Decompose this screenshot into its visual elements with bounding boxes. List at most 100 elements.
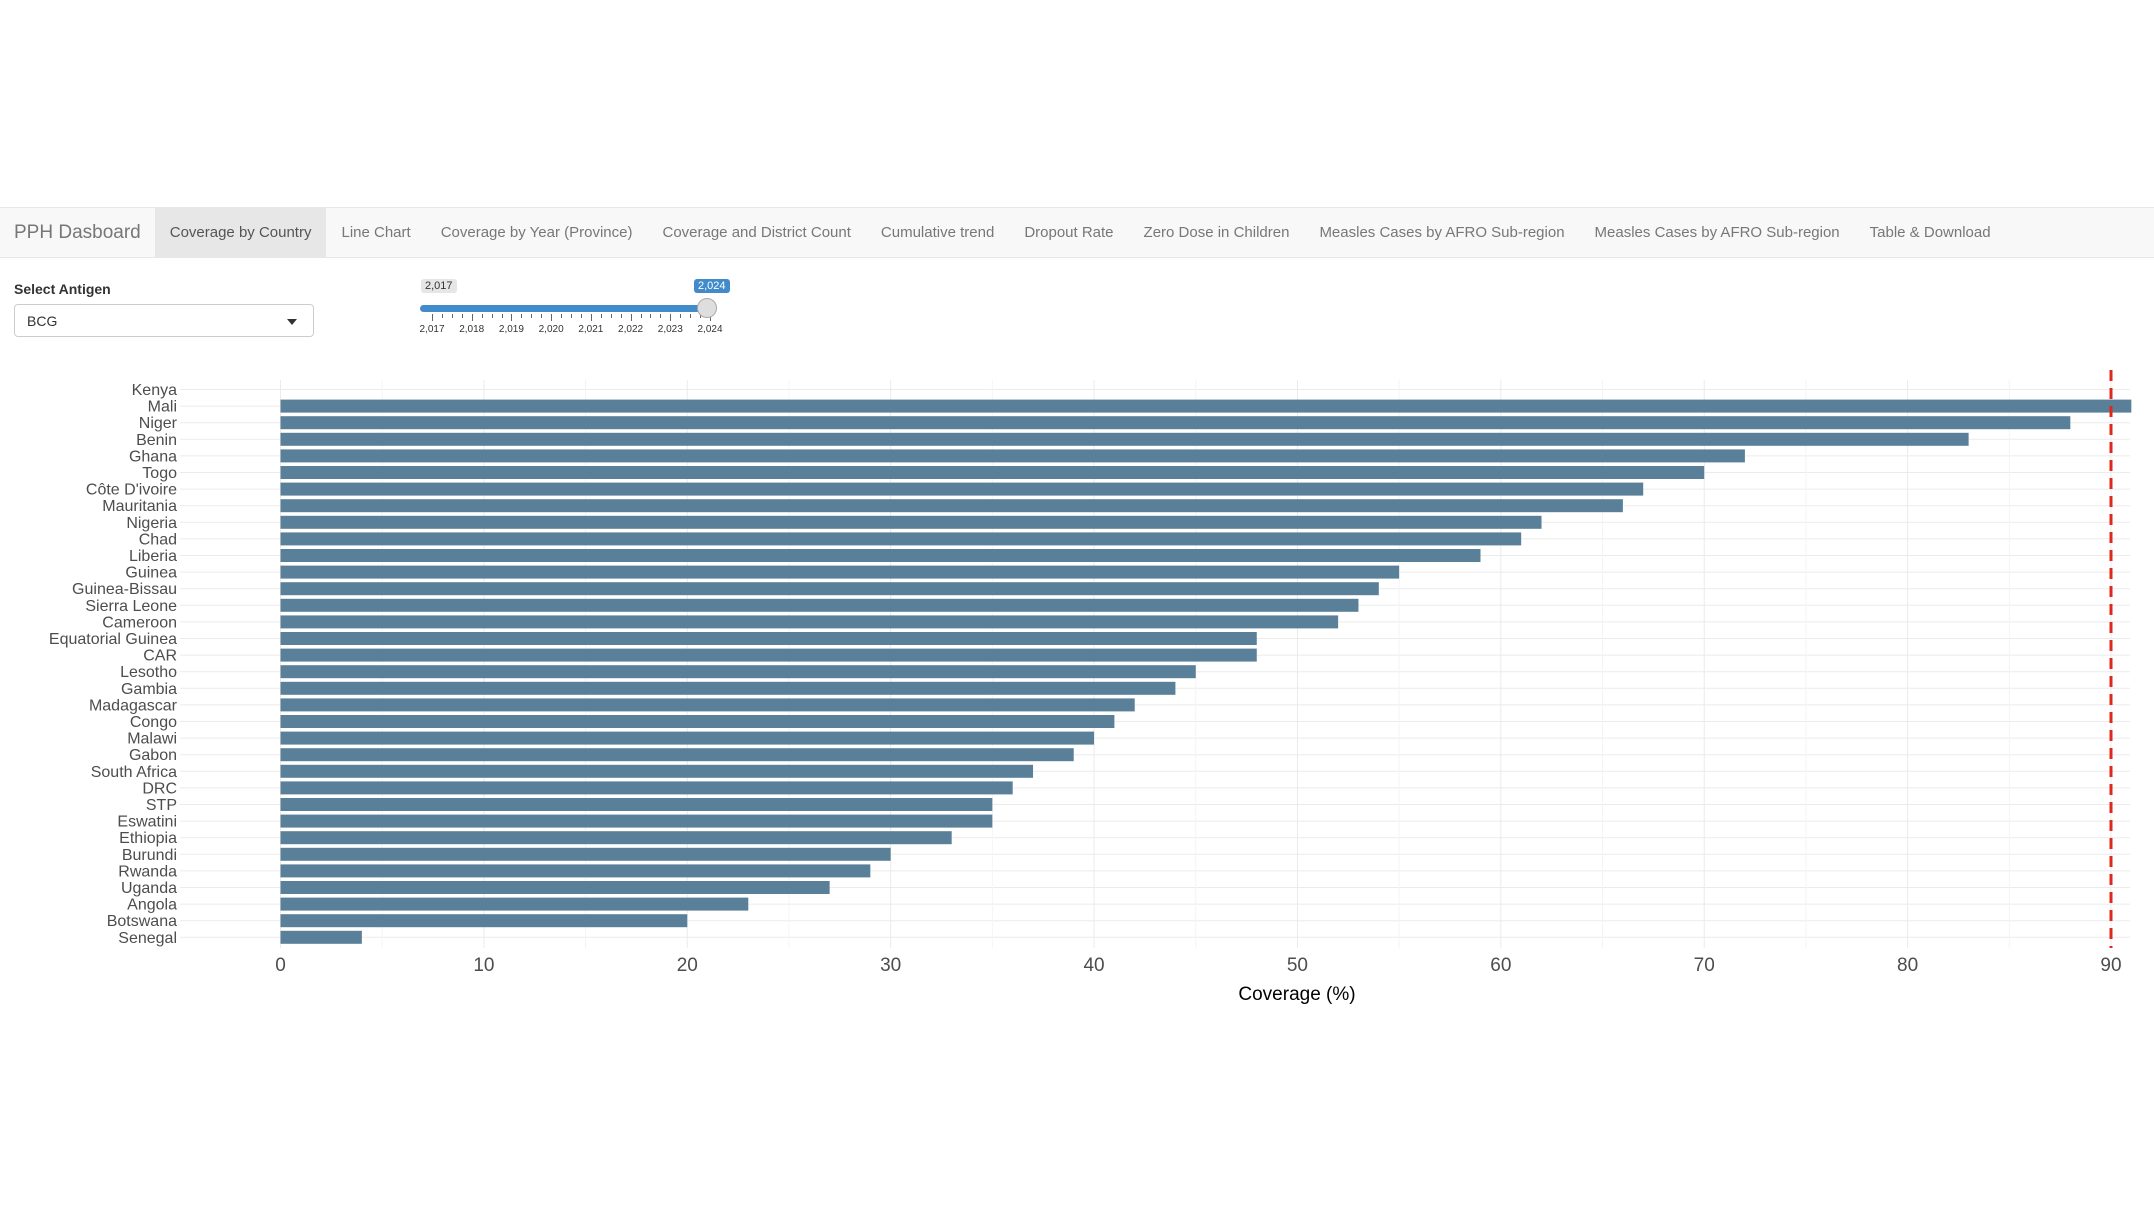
- bar: [280, 615, 1339, 629]
- category-label: Congo: [130, 714, 177, 731]
- bar: [280, 798, 993, 811]
- antigen-select[interactable]: BCG: [14, 304, 314, 337]
- x-tick-label: 20: [677, 955, 698, 976]
- bar: [280, 781, 1013, 795]
- category-label: Cameroon: [102, 614, 177, 631]
- bar: [280, 565, 1400, 579]
- x-tick-label: 0: [275, 955, 286, 976]
- x-tick-label: 70: [1694, 955, 1715, 976]
- bar: [280, 864, 871, 878]
- category-label: Botswana: [107, 913, 177, 930]
- slider-major-tick: [590, 314, 592, 321]
- navbar-brand[interactable]: PPH Dasboard: [14, 221, 141, 243]
- category-label: STP: [146, 797, 177, 814]
- slider-major-tick: [551, 314, 553, 321]
- category-label: Gabon: [129, 747, 177, 764]
- slider-minor-tick: [531, 314, 533, 318]
- tab-coverage-and-district-count[interactable]: Coverage and District Count: [662, 224, 851, 241]
- slider-minor-tick: [521, 314, 523, 318]
- slider-minor-tick: [680, 314, 682, 318]
- category-label: Mali: [148, 399, 177, 416]
- tab-cumulative-trend[interactable]: Cumulative trend: [880, 224, 995, 241]
- tab-measles-cases-afro-1[interactable]: Measles Cases by AFRO Sub-region: [1319, 224, 1565, 241]
- bar: [280, 482, 1644, 496]
- category-label: Mauritania: [102, 498, 177, 515]
- year-range-slider[interactable]: 2,017 2,024 2,017 2,018 2,019 2,020 2,021 2,0…: [419, 278, 730, 338]
- x-tick-label: 90: [2100, 955, 2121, 976]
- bar: [280, 416, 2071, 430]
- x-tick-label: 40: [1083, 955, 1104, 976]
- bar: [280, 897, 749, 911]
- slider-major-tick: [630, 314, 632, 321]
- slider-tick-label: 2,023: [657, 324, 683, 335]
- category-label: Malawi: [127, 731, 177, 748]
- slider-minor-tick: [640, 314, 642, 318]
- slider-minor-tick: [620, 314, 622, 318]
- slider-minor-tick: [481, 314, 483, 318]
- tab-line-chart[interactable]: Line Chart: [341, 224, 411, 241]
- slider-minor-tick: [600, 314, 602, 318]
- slider-minor-tick: [541, 314, 543, 318]
- slider-tick-label: 2,017: [419, 324, 445, 335]
- slider-min-label: 2,017: [421, 279, 457, 293]
- category-label: Nigeria: [126, 515, 177, 532]
- tab-coverage-by-year-province[interactable]: Coverage by Year (Province): [440, 224, 633, 241]
- bar: [280, 930, 362, 944]
- category-label: DRC: [142, 780, 177, 797]
- slider-minor-tick: [610, 314, 612, 318]
- slider-minor-tick: [441, 314, 443, 318]
- category-label: Lesotho: [120, 664, 177, 681]
- bar: [280, 814, 993, 828]
- x-tick-label: 50: [1287, 955, 1308, 976]
- category-label: Benin: [136, 432, 177, 449]
- bar: [280, 466, 1705, 479]
- bar: [280, 632, 1257, 645]
- bar: [280, 499, 1623, 513]
- slider-tick-label: 2,020: [538, 324, 564, 335]
- x-tick-label: 80: [1897, 955, 1918, 976]
- slider-tick-label: 2,021: [578, 324, 604, 335]
- tab-zero-dose-in-children[interactable]: Zero Dose in Children: [1143, 224, 1290, 241]
- bar: [280, 681, 1176, 695]
- category-label: Niger: [139, 415, 178, 432]
- category-label: Guinea: [125, 565, 177, 582]
- x-tick-label: 30: [880, 955, 901, 976]
- slider-major-tick: [511, 314, 513, 321]
- category-label: Gambia: [121, 681, 177, 698]
- category-label: CAR: [143, 648, 177, 665]
- category-label: Eswatini: [117, 814, 177, 831]
- bar: [280, 515, 1542, 529]
- category-label: Equatorial Guinea: [49, 631, 177, 648]
- bar: [280, 847, 891, 861]
- slider-minor-tick: [580, 314, 582, 318]
- slider-major-tick: [710, 314, 711, 321]
- bar: [280, 764, 1034, 778]
- chevron-down-icon: [287, 319, 297, 325]
- category-label: Sierra Leone: [85, 598, 177, 615]
- tab-coverage-by-country[interactable]: Coverage by Country: [154, 208, 327, 257]
- top-navbar: PPH Dasboard Coverage by Country Line Ch…: [0, 207, 2154, 258]
- tab-dropout-rate[interactable]: Dropout Rate: [1024, 224, 1114, 241]
- slider-handle[interactable]: [697, 298, 717, 318]
- category-label: Liberia: [129, 548, 177, 565]
- antigen-select-value: BCG: [27, 312, 58, 329]
- slider-tick-label: 2,018: [459, 324, 485, 335]
- slider-minor-tick: [491, 314, 493, 318]
- category-label: Guinea-Bissau: [72, 581, 177, 598]
- bar: [280, 698, 1135, 712]
- slider-major-tick: [670, 314, 672, 321]
- tab-table-download[interactable]: Table & Download: [1869, 224, 1991, 241]
- bar: [280, 914, 688, 928]
- slider-minor-tick: [650, 314, 652, 318]
- x-axis-title: Coverage (%): [1238, 984, 1355, 1005]
- category-label: Burundi: [122, 847, 177, 864]
- bar: [280, 748, 1074, 762]
- category-label: Ethiopia: [119, 830, 177, 847]
- slider-tick-label: 2,024: [697, 324, 723, 335]
- bar: [280, 432, 1969, 446]
- bar: [280, 582, 1379, 596]
- tab-measles-cases-afro-2[interactable]: Measles Cases by AFRO Sub-region: [1594, 224, 1840, 241]
- category-label: Ghana: [129, 448, 177, 465]
- bar: [280, 449, 1745, 463]
